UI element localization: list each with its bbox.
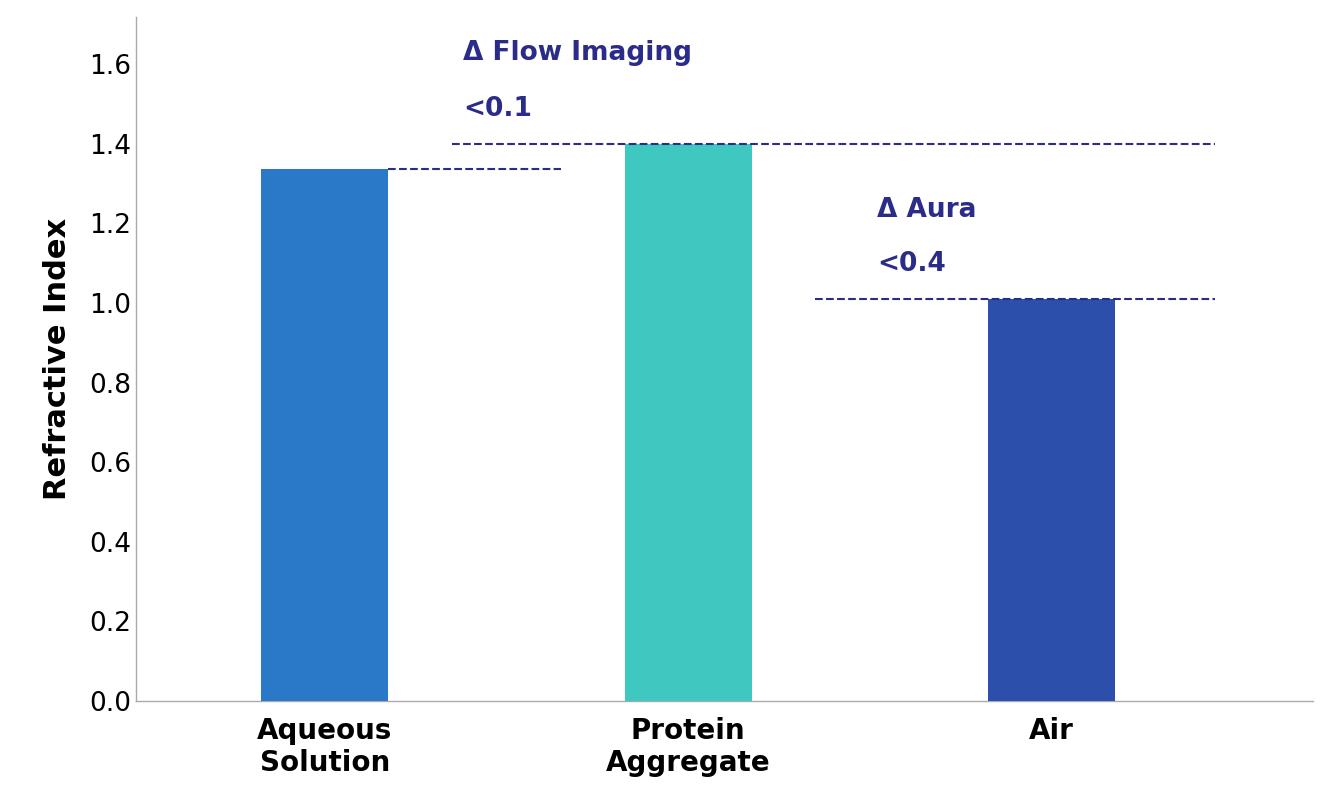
Bar <box>261 169 388 701</box>
Bar <box>625 144 751 701</box>
Text: Δ Aura: Δ Aura <box>878 198 976 224</box>
Text: Δ Flow Imaging: Δ Flow Imaging <box>463 40 692 66</box>
Text: <0.4: <0.4 <box>878 251 946 277</box>
Text: <0.1: <0.1 <box>463 96 532 122</box>
Y-axis label: Refractive Index: Refractive Index <box>44 218 72 500</box>
Bar <box>988 299 1116 701</box>
